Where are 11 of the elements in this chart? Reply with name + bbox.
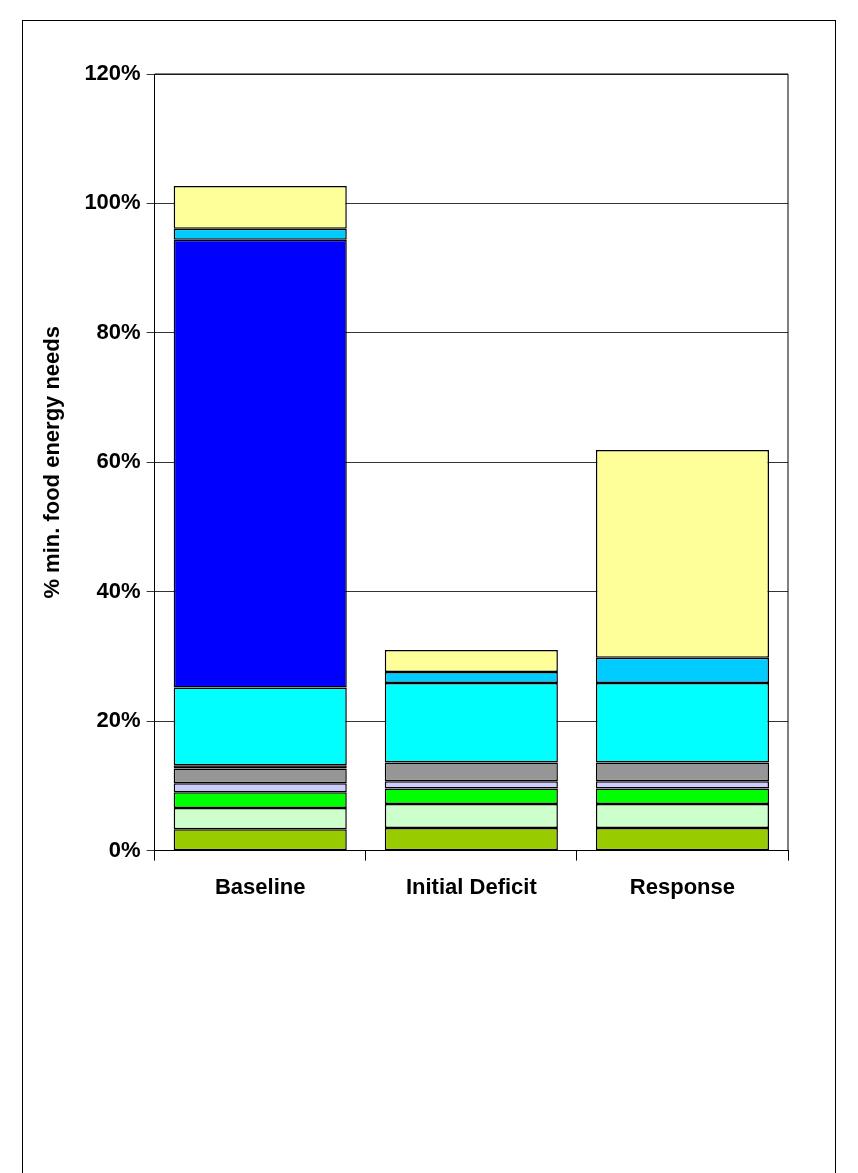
x-tick-label: Initial Deficit	[405, 873, 538, 899]
y-tick-label: 20%	[96, 707, 141, 733]
y-tick-label: 40%	[96, 577, 141, 603]
x-tick-label: Response	[629, 873, 736, 899]
x-tick-label: Baseline	[214, 873, 306, 899]
y-tick-label: 100%	[84, 189, 141, 215]
y-tick-label: 0%	[108, 836, 141, 862]
y-tick-label: 80%	[96, 318, 141, 344]
y-tick-label: 60%	[96, 448, 141, 474]
y-axis-title: % min. food energy needs	[39, 326, 65, 599]
y-tick-label: 120%	[84, 60, 141, 86]
